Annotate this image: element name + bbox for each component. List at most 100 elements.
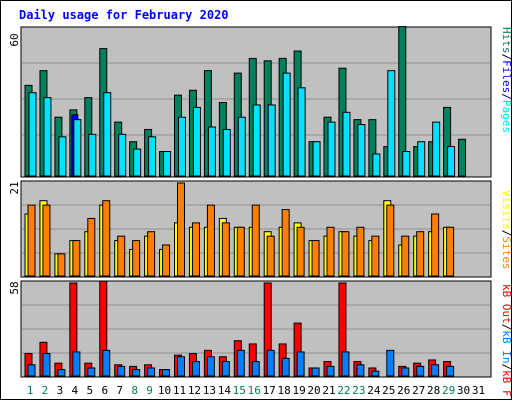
pages-bar-day-23	[357, 124, 366, 177]
pages-bar-day-6	[103, 92, 112, 177]
legend-sep-2: /	[500, 93, 512, 100]
day-label-5: 5	[86, 384, 93, 397]
kb-in-bar-day-24	[371, 370, 380, 377]
sites-bar-day-1	[27, 204, 36, 277]
pages-bar-day-16	[252, 104, 261, 177]
day-label-12: 12	[188, 384, 201, 397]
legend-kb-in: kB In	[500, 330, 512, 363]
legend-sep-5: /	[500, 364, 512, 371]
day-label-25: 25	[382, 384, 395, 397]
kb-in-bar-day-8	[132, 369, 141, 377]
day-label-9: 9	[146, 384, 153, 397]
chart-title: Daily usage for February 2020	[19, 8, 229, 22]
sites-bar-day-29	[446, 226, 455, 277]
pages-bar-day-1	[28, 92, 37, 177]
day-label-1: 1	[27, 384, 34, 397]
sites-bar-day-19	[296, 226, 305, 277]
pages-bar-day-24	[372, 153, 381, 177]
kb-in-bar-day-6	[102, 349, 111, 377]
sites-bar-day-10	[162, 244, 171, 277]
day-label-3: 3	[57, 384, 64, 397]
legend-sep-3: /	[500, 230, 512, 237]
kb-in-bar-day-16	[251, 361, 260, 377]
kb-in-bar-day-2	[42, 353, 51, 377]
pages-bar-day-2	[43, 97, 52, 177]
day-label-6: 6	[101, 384, 108, 397]
day-label-7: 7	[116, 384, 123, 397]
kb-in-bar-day-19	[296, 351, 305, 377]
pages-bar-day-22	[342, 111, 351, 177]
day-label-10: 10	[158, 384, 171, 397]
sites-bar-day-28	[431, 213, 440, 277]
day-label-17: 17	[263, 384, 276, 397]
kb-in-bar-day-26	[401, 367, 410, 377]
day-label-20: 20	[307, 384, 320, 397]
pages-bar-day-4	[73, 119, 82, 177]
kb-in-bar-day-18	[281, 357, 290, 377]
hits-max-label: 60	[8, 33, 21, 46]
sites-bar-day-21	[326, 226, 335, 277]
svg-text:Visits/Sites: Visits/Sites	[500, 190, 512, 270]
bar-layer	[24, 26, 467, 377]
day-label-29: 29	[442, 384, 455, 397]
legend-files: Files	[500, 60, 512, 93]
kb-in-bar-day-28	[431, 364, 440, 377]
day-label-24: 24	[367, 384, 381, 397]
day-label-30: 30	[457, 384, 470, 397]
kb-in-bar-day-21	[326, 365, 335, 377]
pages-bar-day-26	[402, 151, 411, 177]
kb-in-bar-day-17	[266, 349, 275, 377]
kb-in-bar-day-12	[191, 361, 200, 377]
hits-bar-day-30	[458, 138, 467, 177]
visits-legend: Visits/Sites	[500, 190, 512, 270]
kb-in-bar-day-9	[147, 367, 156, 377]
legend-hits: Hits	[500, 27, 512, 54]
sites-bar-day-5	[87, 217, 96, 277]
sites-bar-day-27	[416, 231, 425, 277]
pages-bar-day-21	[327, 121, 336, 177]
pages-bar-day-20	[312, 141, 321, 177]
sites-bar-day-17	[266, 235, 275, 277]
sites-bar-day-26	[401, 235, 410, 277]
pages-bar-day-10	[163, 151, 172, 177]
kb-in-bar-day-15	[236, 349, 245, 377]
pages-bar-day-7	[118, 133, 127, 177]
pages-bar-day-5	[88, 133, 97, 177]
sites-bar-day-13	[206, 204, 215, 277]
hits-legend: Hits/Files/Pages	[500, 27, 512, 133]
kb-in-bar-day-20	[311, 367, 320, 377]
kb-in-bar-day-1	[27, 364, 36, 377]
svg-text:Hits/Files/Pages: Hits/Files/Pages	[500, 27, 512, 133]
day-label-27: 27	[412, 384, 425, 397]
kb-in-bar-day-11	[177, 356, 185, 377]
kb-in-bar-day-4	[72, 351, 81, 377]
kb-in-bar-day-25	[386, 349, 395, 377]
pages-bar-day-18	[282, 72, 291, 177]
day-label-2: 2	[42, 384, 49, 397]
sites-bar-day-24	[371, 235, 380, 277]
pages-bar-day-29	[447, 146, 456, 177]
sites-bar-day-7	[117, 235, 126, 277]
sites-bar-day-9	[147, 231, 156, 277]
day-label-18: 18	[278, 384, 291, 397]
day-label-26: 26	[397, 384, 410, 397]
kb-in-bar-day-14	[221, 361, 230, 377]
day-label-8: 8	[131, 384, 138, 397]
x-axis-labels: 1 2 3 4 5 6 7 8 9 10 11 12 13 14 15 16 17 18 19 20 21 22 23 24 2…	[27, 384, 485, 397]
day-label-19: 19	[292, 384, 305, 397]
kb-in-bar-day-3	[57, 369, 66, 377]
pages-bar-day-9	[148, 136, 157, 177]
legend-kb-out: kB Out	[500, 284, 512, 324]
day-label-16: 16	[248, 384, 261, 397]
pages-bar-day-17	[267, 104, 276, 177]
kb-in-bar-day-13	[206, 356, 215, 377]
pages-bar-day-25	[387, 70, 396, 177]
pages-bar-day-15	[237, 116, 246, 177]
day-label-14: 14	[218, 384, 232, 397]
pages-bar-day-8	[133, 148, 142, 177]
legend-sep-4: /	[500, 324, 512, 331]
sites-bar-day-18	[281, 209, 290, 277]
day-label-15: 15	[233, 384, 246, 397]
kb-in-bar-day-22	[341, 351, 350, 377]
